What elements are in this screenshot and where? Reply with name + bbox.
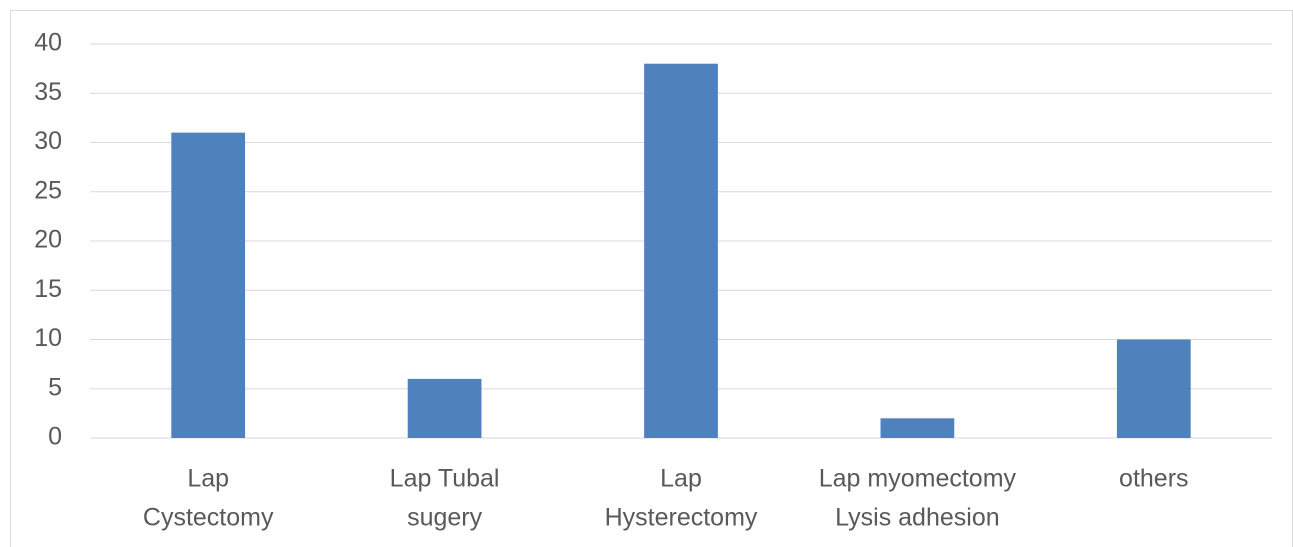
x-tick-label: Lysis adhesion	[835, 504, 999, 532]
x-tick-label: Lap myomectomy	[819, 465, 1017, 493]
x-tick-label: others	[1119, 465, 1188, 493]
y-tick-label: 0	[48, 423, 62, 451]
y-tick-label: 10	[34, 324, 62, 352]
x-tick-label: Hysterectomy	[605, 504, 758, 532]
bar	[171, 132, 246, 438]
y-tick-label: 20	[34, 226, 62, 254]
bar	[644, 63, 718, 438]
x-tick-label: Cystectomy	[143, 504, 274, 532]
y-tick-label: 25	[34, 176, 62, 204]
bar	[880, 418, 955, 438]
x-tick-label: Lap Tubal	[390, 465, 500, 493]
x-tick-label: sugery	[407, 504, 483, 532]
bar	[1116, 339, 1191, 438]
x-tick-label: Lap	[187, 465, 229, 493]
y-tick-label: 30	[34, 127, 62, 155]
bar	[407, 378, 482, 438]
y-tick-label: 40	[34, 29, 62, 57]
x-tick-label: Lap	[660, 465, 702, 493]
y-tick-label: 5	[48, 373, 62, 401]
y-tick-label: 35	[34, 78, 62, 106]
y-tick-label: 15	[34, 275, 62, 303]
